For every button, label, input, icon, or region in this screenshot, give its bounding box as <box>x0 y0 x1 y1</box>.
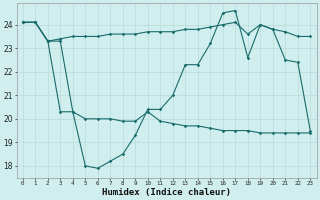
X-axis label: Humidex (Indice chaleur): Humidex (Indice chaleur) <box>102 188 231 197</box>
